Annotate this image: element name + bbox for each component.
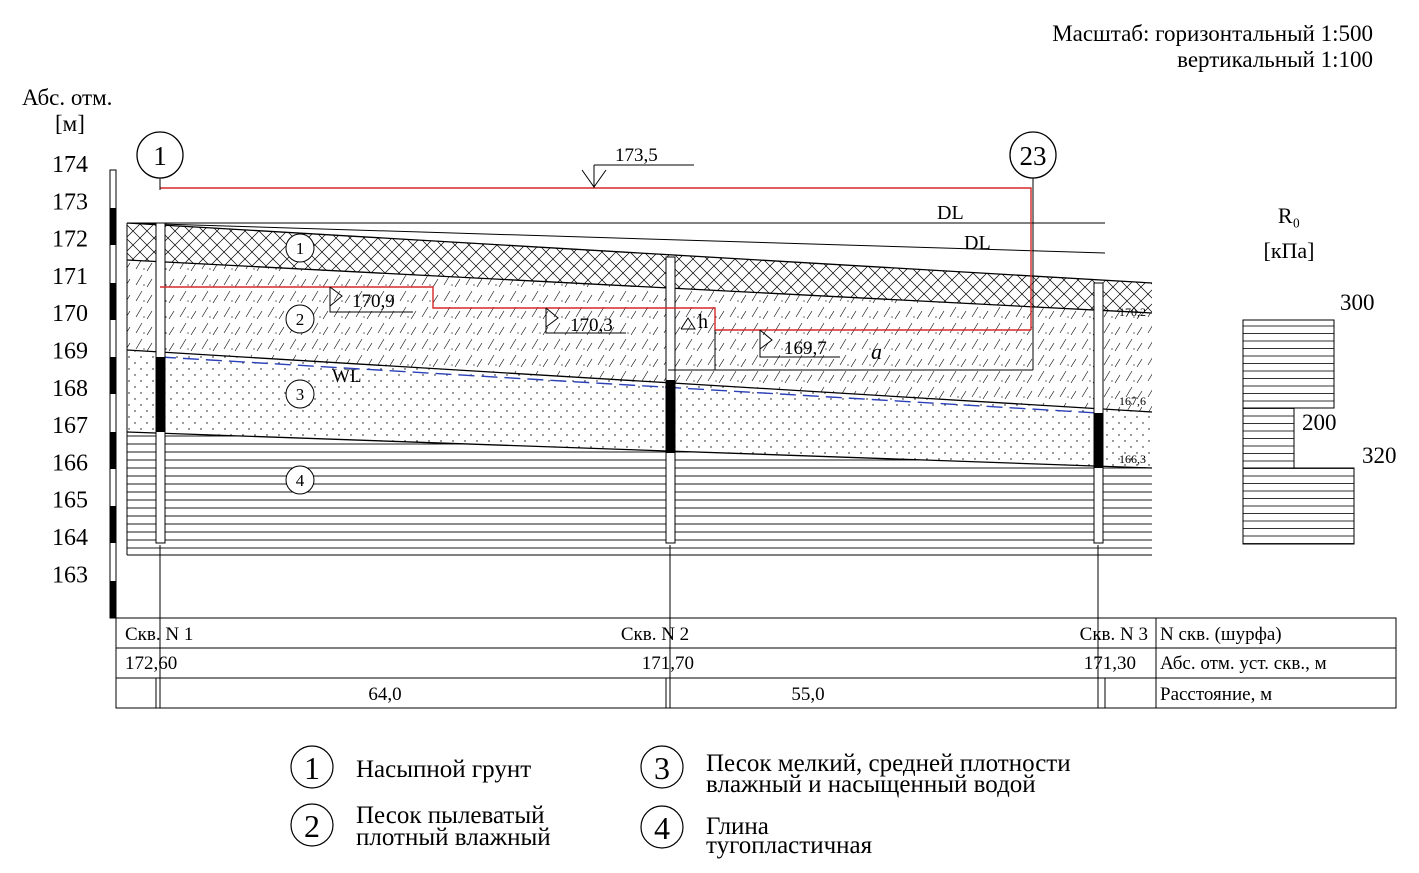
legend-label-4a: Глина bbox=[706, 813, 769, 840]
elevation-tick-label: 165 bbox=[52, 488, 88, 514]
svg-text:23: 23 bbox=[1020, 141, 1047, 171]
a-label: a bbox=[871, 339, 882, 364]
svg-text:1: 1 bbox=[296, 239, 305, 258]
elevation-tick-label: 170 bbox=[52, 301, 88, 327]
svg-text:173,5: 173,5 bbox=[615, 145, 658, 166]
borehole-2 bbox=[665, 256, 676, 544]
borehole-3 bbox=[1093, 282, 1104, 544]
r0-unit: [кПа] bbox=[1264, 238, 1315, 263]
legend-label-3a: Песок мелкий, средней плотности bbox=[706, 750, 1071, 777]
borehole-1 bbox=[155, 222, 166, 544]
svg-text:2: 2 bbox=[296, 310, 305, 329]
layer-4-fill bbox=[127, 432, 1152, 555]
axis-circle-right: 23 bbox=[1009, 131, 1057, 179]
elevation-tick-label: 163 bbox=[52, 562, 88, 588]
elevation-tick-label: 164 bbox=[52, 525, 88, 551]
table-elev-2: 171,70 bbox=[642, 653, 694, 674]
svg-text:3: 3 bbox=[654, 750, 670, 786]
svg-text:169,7: 169,7 bbox=[784, 338, 827, 359]
table-elev-1: 172,60 bbox=[125, 653, 177, 674]
elevation-tick-label: 171 bbox=[52, 264, 88, 290]
elevation-tick-label: 172 bbox=[52, 227, 88, 253]
svg-text:1: 1 bbox=[153, 141, 167, 171]
level-marker-step-3: 169,7 bbox=[759, 329, 840, 359]
svg-text:1: 1 bbox=[304, 750, 320, 786]
legend-item-4: 4 Глина тугопластичная bbox=[640, 805, 873, 859]
r0-value-1: 300 bbox=[1340, 290, 1375, 315]
elevation-tick-label: 169 bbox=[52, 339, 88, 365]
scale-line-2: вертикальный 1:100 bbox=[1177, 47, 1373, 72]
elevation-tick-label: 174 bbox=[52, 152, 88, 178]
table-well-1: Скв. N 1 bbox=[125, 624, 193, 645]
level-marker-top: 173,5 bbox=[581, 145, 694, 188]
r0-value-2: 200 bbox=[1302, 410, 1337, 435]
table-well-2: Скв. N 2 bbox=[621, 624, 689, 645]
legend: 1 Насыпной грунт 2 Песок пылеватый плотн… bbox=[290, 745, 1071, 859]
dl-label-1: DL bbox=[937, 202, 964, 224]
elevation-tick-label: 173 bbox=[52, 189, 88, 215]
elevation-tick-label: 168 bbox=[52, 376, 88, 402]
right-level-2: 167,6 bbox=[1119, 394, 1146, 408]
layer-marker-1: 1 bbox=[285, 233, 315, 263]
level-marker-step-2: 170,3 bbox=[545, 307, 626, 336]
elevation-tick-labels: 174 173 172 171 170 169 168 167 166 165 164 163 bbox=[52, 152, 88, 588]
dl-line-2 bbox=[126, 222, 1106, 254]
foundation-outline bbox=[160, 187, 1032, 331]
right-level-1: 170,2 bbox=[1119, 305, 1146, 319]
soil-layers bbox=[126, 222, 1153, 556]
table-row1-label: N скв. (шурфа) bbox=[1160, 624, 1282, 645]
table-distance-2: 55,0 bbox=[791, 684, 824, 705]
dl-label-2: DL bbox=[964, 232, 991, 254]
svg-text:3: 3 bbox=[296, 385, 305, 404]
water-line bbox=[159, 356, 1099, 414]
right-level-3: 166,3 bbox=[1119, 452, 1146, 466]
layer-marker-3: 3 bbox=[285, 379, 315, 409]
legend-label-1: Насыпной грунт bbox=[356, 756, 531, 783]
wl-label: WL bbox=[332, 366, 362, 387]
table-distance-1: 64,0 bbox=[368, 684, 401, 705]
legend-item-1: 1 Насыпной грунт bbox=[290, 745, 531, 789]
elevation-tick-label: 167 bbox=[52, 413, 88, 439]
legend-label-4b: тугопластичная bbox=[706, 832, 873, 859]
svg-text:4: 4 bbox=[654, 810, 670, 846]
level-marker-step-1: 170,9 bbox=[329, 286, 413, 313]
legend-item-2: 2 Песок пылеватый плотный влажный bbox=[290, 802, 551, 851]
r0-value-3: 320 bbox=[1362, 443, 1397, 468]
svg-text:170,3: 170,3 bbox=[570, 315, 613, 336]
axis-circle-left: 1 bbox=[136, 131, 184, 179]
legend-label-3b: влажный и насыщенный водой bbox=[706, 771, 1036, 798]
layer-2-fill bbox=[127, 260, 1152, 412]
svg-text:170,9: 170,9 bbox=[352, 291, 395, 312]
scale-line-1: Масштаб: горизонтальный 1:500 bbox=[1052, 21, 1373, 46]
axis-title-line-2: [м] bbox=[55, 111, 85, 136]
legend-label-2b: плотный влажный bbox=[356, 824, 551, 851]
svg-text:h: h bbox=[698, 311, 708, 333]
r0-chart: R₀ [кПа] 300 200 320 bbox=[1242, 203, 1397, 545]
axis-title-line-1: Абс. отм. bbox=[22, 85, 112, 110]
borehole-table bbox=[115, 617, 1397, 709]
table-well-3: Скв. N 3 bbox=[1080, 624, 1148, 645]
legend-label-2a: Песок пылеватый bbox=[356, 802, 545, 829]
table-row2-label: Абс. отм. уст. скв., м bbox=[1160, 653, 1327, 674]
h-marker: h bbox=[680, 311, 708, 333]
svg-text:2: 2 bbox=[304, 808, 320, 844]
svg-text:4: 4 bbox=[296, 471, 305, 490]
r0-title: R₀ bbox=[1278, 203, 1300, 228]
elevation-tick-label: 166 bbox=[52, 450, 88, 476]
layer-1-fill bbox=[127, 223, 1152, 313]
legend-item-3: 3 Песок мелкий, средней плотности влажны… bbox=[640, 745, 1071, 798]
layer-3-fill bbox=[127, 350, 1152, 468]
table-elev-3: 171,30 bbox=[1084, 653, 1136, 674]
layer-marker-2: 2 bbox=[285, 304, 315, 334]
layer-marker-4: 4 bbox=[285, 465, 315, 495]
table-row3-label: Расстояние, м bbox=[1160, 684, 1272, 705]
elevation-ruler bbox=[109, 169, 117, 619]
